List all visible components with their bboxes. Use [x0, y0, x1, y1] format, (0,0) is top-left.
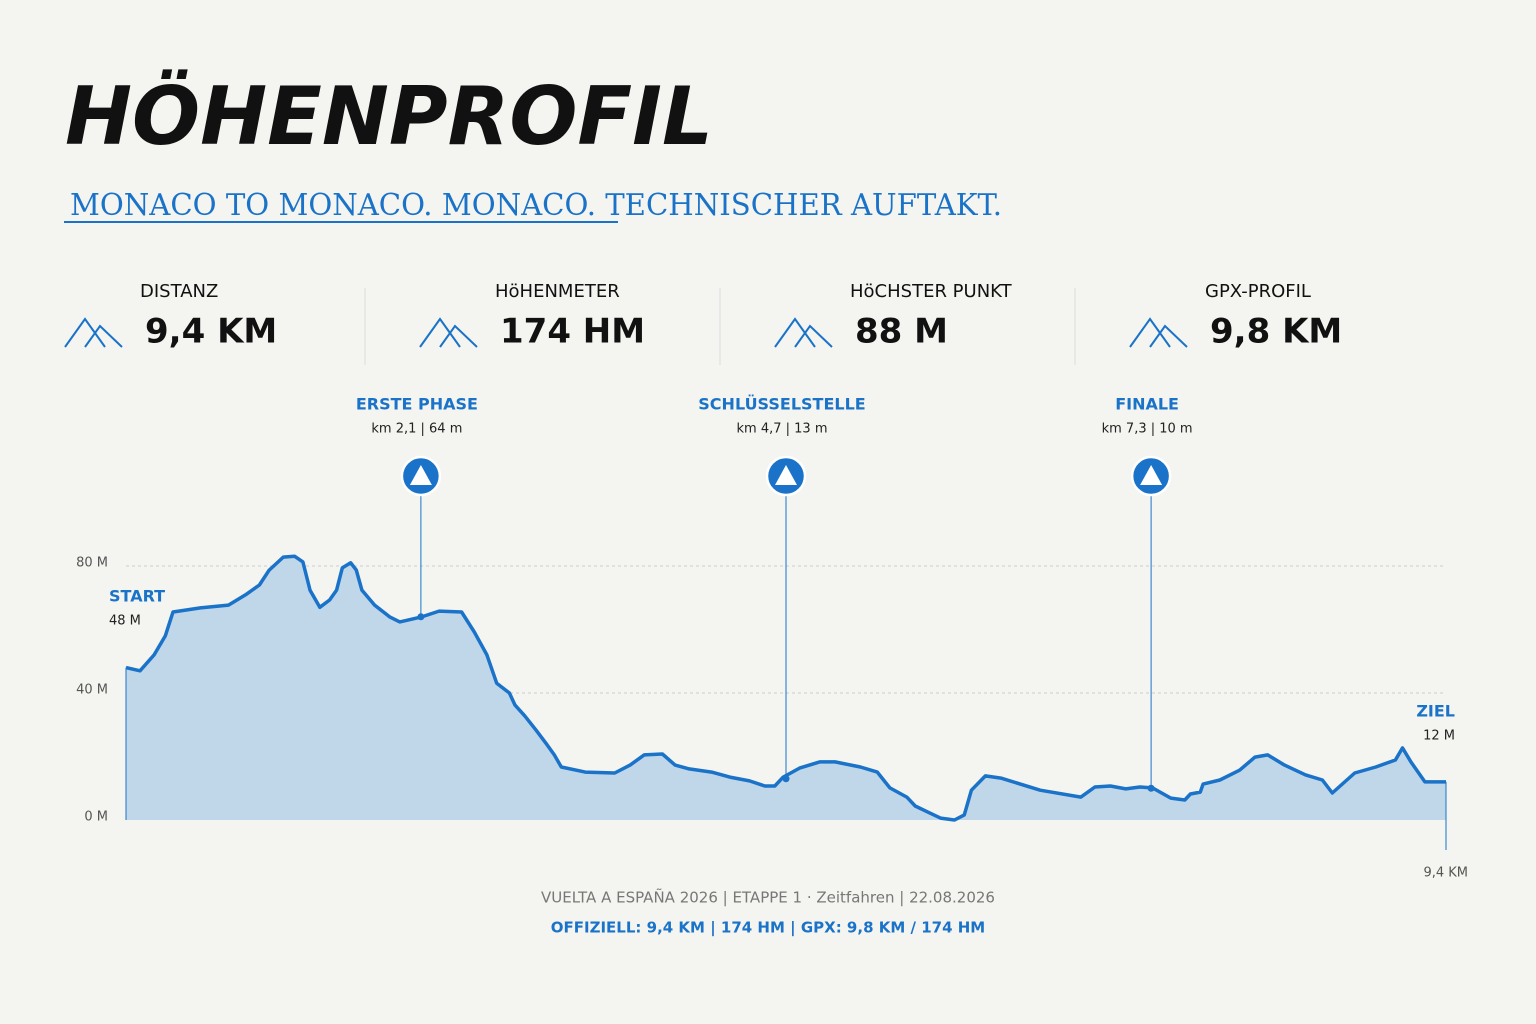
y-tick-label: 80 M: [76, 556, 108, 571]
start-name: START: [109, 587, 165, 606]
y-tick-label: 40 M: [76, 683, 108, 698]
footer-line2: OFFIZIELL: 9,4 KM | 174 HM | GPX: 9,8 KM…: [551, 919, 985, 938]
marker-triangle: [775, 465, 797, 485]
marker-triangle: [1140, 465, 1163, 485]
title: HÖHENPROFIL: [65, 69, 713, 163]
stat-value: 9,4 KM: [145, 312, 277, 352]
end-label: 12 M: [1423, 729, 1455, 744]
y-tick-label: 0 M: [84, 810, 108, 825]
marker-dot: [782, 775, 790, 783]
start-label: 48 M: [109, 614, 141, 629]
mountain-icon: [64, 317, 123, 348]
mountain-icon: [419, 317, 478, 348]
marker-dot: [1147, 784, 1155, 792]
marker-label: km 7,3 | 10 m: [1102, 422, 1193, 437]
stat-label: GPX-PROFIL: [1205, 281, 1311, 302]
footer-line1: VUELTA A ESPAÑA 2026 | ETAPPE 1 · Zeitfa…: [541, 888, 995, 907]
stat-label: DISTANZ: [140, 281, 218, 302]
mountain-icon: [774, 317, 833, 348]
marker-name: ERSTE PHASE: [356, 395, 478, 414]
stat-value: 88 M: [855, 312, 948, 352]
stat-value: 9,8 KM: [1210, 312, 1342, 352]
stat-value: 174 HM: [500, 312, 645, 352]
elevation-line: [125, 554, 1446, 822]
stat-label: HöCHSTER PUNKT: [850, 281, 1013, 302]
subtitle: MONACO TO MONACO. MONACO. TECHNISCHER AU…: [70, 188, 1002, 223]
end-name: ZIEL: [1416, 702, 1455, 721]
marker-label: km 4,7 | 13 m: [737, 422, 828, 437]
marker-name: SCHLÜSSELSTELLE: [698, 395, 865, 414]
stat-label: HöHENMETER: [495, 281, 620, 302]
marker-triangle: [409, 465, 432, 485]
marker-name: FINALE: [1115, 395, 1179, 414]
mountain-icon: [1129, 317, 1188, 348]
x-tick-label: 9,4 KM: [1423, 866, 1468, 881]
elevation-area: [126, 556, 1446, 820]
marker-label: km 2,1 | 64 m: [371, 422, 462, 437]
marker-dot: [417, 613, 425, 621]
